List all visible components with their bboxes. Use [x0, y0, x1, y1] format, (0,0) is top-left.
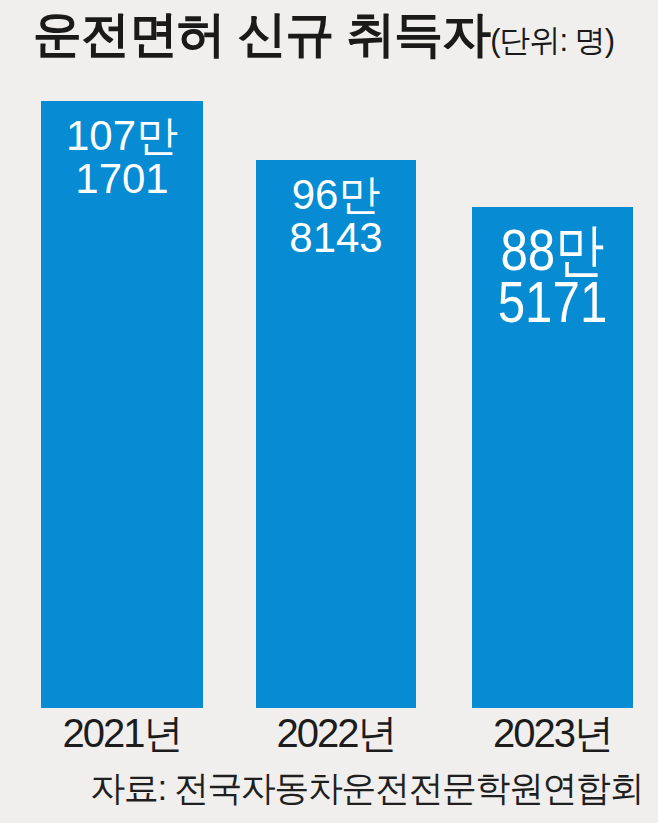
bar-chart: 107만1701 2021년 96만8143 2022년 88만5171 2023년 — [0, 0, 658, 823]
source-label: 자료: 전국자동차운전전문학원연합회 — [91, 765, 643, 812]
x-axis-label: 2022년 — [256, 706, 416, 761]
x-axis-label: 2021년 — [41, 706, 203, 761]
bar-2023년: 88만5171 — [472, 207, 633, 708]
bar-value-label: 96만8143 — [256, 160, 416, 259]
x-axis-label: 2023년 — [472, 706, 633, 761]
bar-2022년: 96만8143 — [256, 160, 416, 708]
bar-value-label: 107만1701 — [41, 101, 203, 200]
bar-value-label: 88만5171 — [484, 207, 621, 328]
bar-2021년: 107만1701 — [41, 101, 203, 708]
